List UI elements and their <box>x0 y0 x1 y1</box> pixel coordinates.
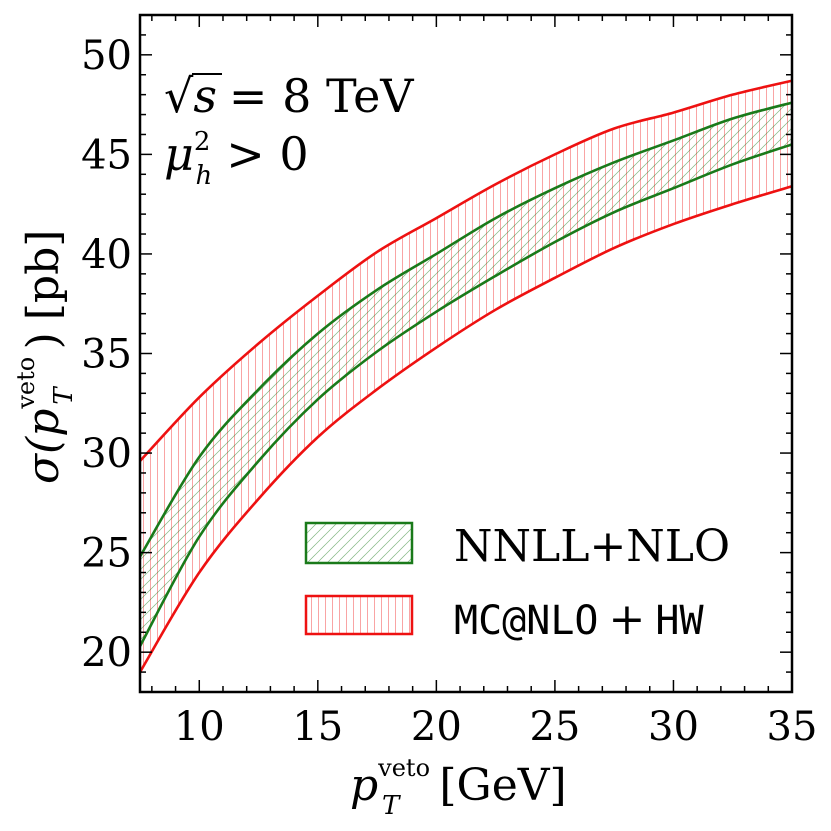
legend: NNLL+NLO MC@NLO + HW <box>304 521 730 645</box>
x-tick-label: 30 <box>648 704 699 750</box>
x-label-unit: [GeV] <box>439 760 566 811</box>
mu-condition: > 0 <box>226 127 308 181</box>
y-tick-label: 40 <box>81 232 132 278</box>
y-tick-label: 25 <box>81 531 132 577</box>
y-label-close: ) <box>18 332 69 349</box>
legend-label-nnll: NNLL+NLO <box>454 521 730 572</box>
y-label-sub: T <box>49 386 79 405</box>
y-tick-label: 50 <box>81 33 132 79</box>
x-label-sub: T <box>382 791 401 821</box>
energy-sqrt-symbol: √ <box>164 69 194 123</box>
energy-annotation: √s = 8 TeV <box>164 69 414 123</box>
x-tick-label: 35 <box>767 704 818 750</box>
y-tick-label: 45 <box>81 132 132 178</box>
mu-superscript: 2 <box>194 127 211 157</box>
y-label-sigma: σ( <box>18 436 69 484</box>
energy-value: = 8 TeV <box>229 69 414 123</box>
x-tick-label: 15 <box>292 704 343 750</box>
legend-mcnlo-left: MC@NLO <box>454 598 599 644</box>
x-label-p: p <box>350 760 378 811</box>
y-tick-label: 35 <box>81 332 132 378</box>
curve-lower-mcnlo-hw <box>140 184 792 673</box>
y-axis-label: σ(pveto T) [pb] <box>12 230 79 484</box>
x-axis-label: pveto T [GeV] <box>350 754 567 821</box>
mu-subscript: h <box>195 161 212 191</box>
y-label-p: p <box>18 409 69 437</box>
y-label-unit: [pb] <box>18 230 69 321</box>
curve-upper-nnll-nlo <box>140 101 792 558</box>
legend-swatch-nnll <box>304 521 414 565</box>
legend-mcnlo-right: HW <box>655 598 704 644</box>
mu-symbol: μ <box>164 127 194 181</box>
curve-lower-nnll-nlo <box>140 143 792 647</box>
x-tick-label: 10 <box>174 704 225 750</box>
legend-swatch-mcnlo <box>304 594 414 636</box>
x-tick-label: 20 <box>411 704 462 750</box>
curve-upper-mcnlo-hw <box>140 79 792 462</box>
band-mcnlo-hw <box>140 80 792 673</box>
energy-s: s <box>193 69 217 123</box>
y-tick-label: 20 <box>81 630 132 676</box>
y-label-sup: veto <box>12 357 40 410</box>
legend-label-mcnlo: MC@NLO + HW <box>454 594 704 645</box>
band-nnll-nlo <box>140 102 792 647</box>
legend-mcnlo-plus: + <box>609 594 646 645</box>
mu-annotation: μ2 h > 0 <box>164 127 309 191</box>
x-tick-label: 25 <box>529 704 580 750</box>
y-tick-label: 30 <box>81 431 132 477</box>
x-label-sup: veto <box>377 754 430 782</box>
